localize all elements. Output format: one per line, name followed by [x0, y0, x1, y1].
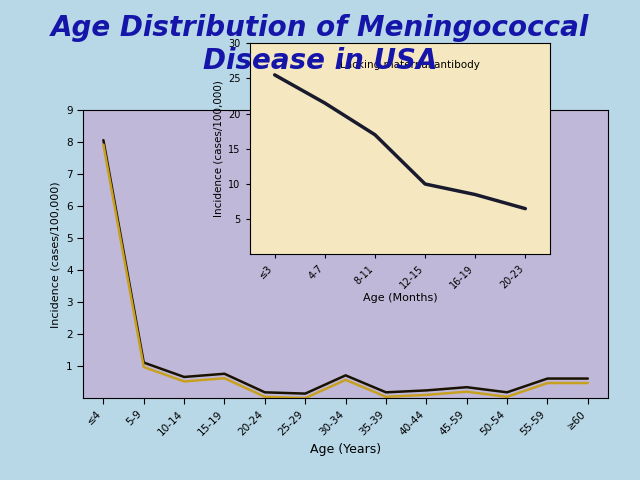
X-axis label: Age (Months): Age (Months): [363, 293, 437, 303]
X-axis label: Age (Years): Age (Years): [310, 443, 381, 456]
Text: Age Distribution of Meningococcal
Disease in USA: Age Distribution of Meningococcal Diseas…: [51, 14, 589, 75]
Y-axis label: Incidence (cases/100,000): Incidence (cases/100,000): [51, 181, 61, 328]
Text: Lacking maternal antibody: Lacking maternal antibody: [340, 60, 480, 70]
Y-axis label: Incidence (cases/100,000): Incidence (cases/100,000): [214, 80, 224, 217]
